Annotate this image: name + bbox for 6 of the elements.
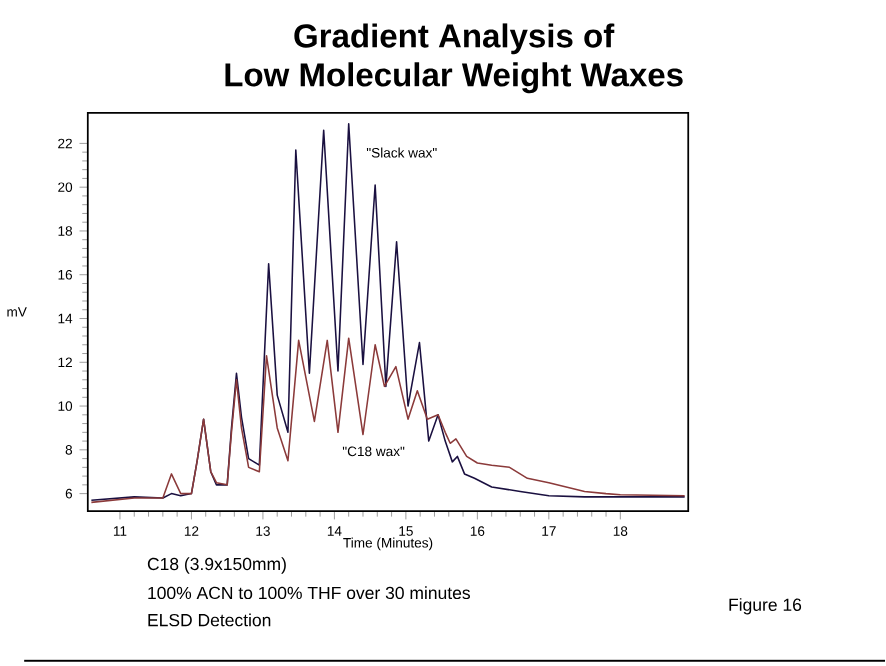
chart-title: Gradient Analysis of Low Molecular Weight Waxes [225,23,683,93]
text: 100% ACN to 100% THF over 30 minutes [148,586,470,599]
caption: Figure 16 [729,597,802,615]
line-series [90,337,686,503]
text: ELSD Detection [148,613,271,627]
text: C18 (3.9x150mm) [147,557,286,574]
